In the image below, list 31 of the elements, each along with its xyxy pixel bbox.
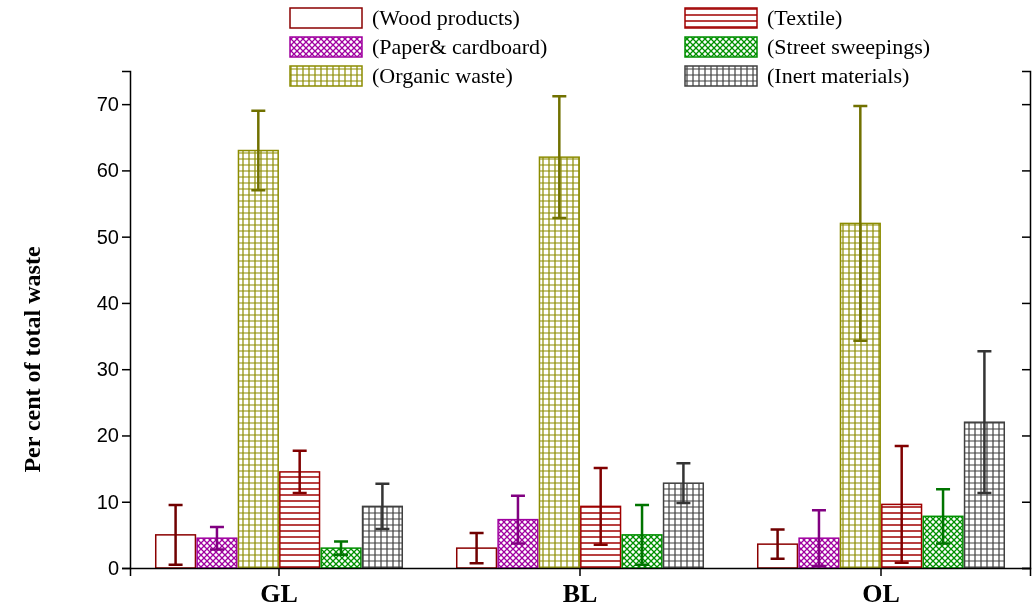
y-tick-label: 60 (96, 159, 119, 182)
bar (538, 156, 580, 569)
bar (881, 503, 923, 569)
x-tick-label: GL (260, 579, 298, 609)
y-axis-title: Per cent of total waste (19, 246, 45, 473)
legend-label: (Paper& cardboard) (372, 34, 548, 59)
x-tick-label: OL (862, 579, 900, 609)
bar (756, 543, 799, 569)
y-tick-label: 0 (107, 556, 119, 579)
bar (839, 222, 881, 569)
x-tick-label: BL (562, 579, 598, 609)
y-tick-label: 50 (96, 225, 119, 248)
bar (580, 505, 622, 569)
legend-label: (Organic waste) (372, 63, 513, 88)
y-tick-label: 40 (96, 291, 119, 314)
legend-label: (Textile) (767, 5, 843, 30)
legend-label: (Wood products) (372, 5, 520, 30)
bar (497, 518, 539, 569)
bar (798, 537, 840, 569)
legend-label: (Inert materials) (767, 63, 910, 88)
bar (621, 534, 663, 569)
y-tick-label: 30 (96, 358, 119, 381)
bar (237, 149, 279, 569)
legend-label: (Street sweepings) (767, 34, 931, 59)
bar (922, 515, 964, 569)
bar (320, 547, 362, 569)
bar (279, 471, 321, 569)
y-tick-label: 10 (96, 490, 119, 513)
bar (196, 537, 238, 569)
y-tick-label: 70 (96, 93, 119, 116)
y-tick-label: 20 (96, 424, 119, 447)
